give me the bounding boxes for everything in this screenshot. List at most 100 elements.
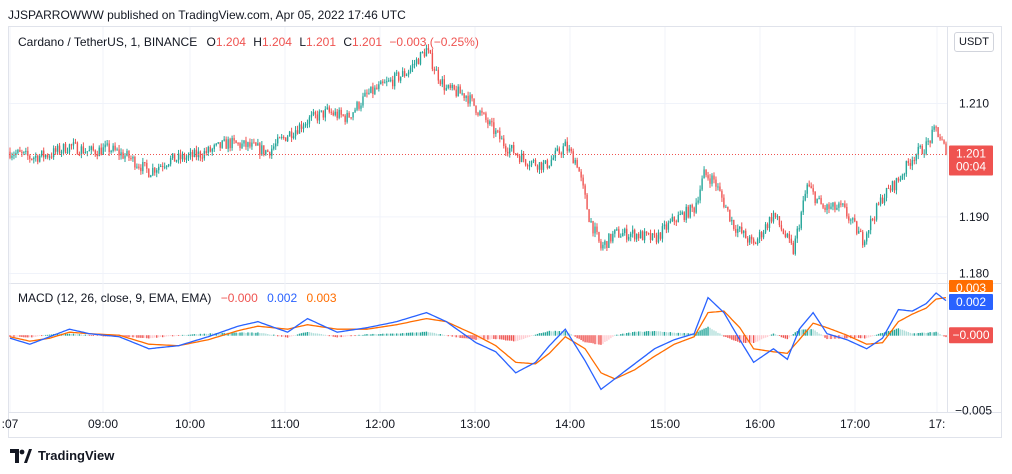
candle-body bbox=[60, 151, 63, 154]
candle-body bbox=[935, 126, 937, 128]
candle-body bbox=[483, 112, 485, 114]
candle-body bbox=[715, 179, 717, 187]
candle-body bbox=[931, 129, 933, 143]
candle-body bbox=[701, 178, 703, 190]
candle-body bbox=[719, 186, 721, 192]
candle-body bbox=[112, 145, 114, 151]
candle-body bbox=[683, 212, 685, 220]
candle-body bbox=[181, 154, 184, 160]
candle-body bbox=[622, 233, 624, 237]
candle-body bbox=[893, 181, 896, 191]
candle-body bbox=[776, 216, 779, 218]
candle-body bbox=[413, 63, 416, 65]
candle-body bbox=[933, 126, 935, 130]
candle-body bbox=[699, 189, 701, 201]
candle-body bbox=[298, 124, 301, 134]
candle-body bbox=[62, 143, 65, 152]
candle-body bbox=[399, 76, 402, 81]
candle-body bbox=[161, 165, 164, 167]
candle-body bbox=[165, 166, 168, 168]
grid-lines bbox=[9, 27, 1001, 413]
candle-body bbox=[380, 81, 382, 85]
candle-body bbox=[465, 95, 467, 99]
tradingview-logo-icon bbox=[10, 448, 32, 463]
candle-body bbox=[316, 114, 319, 121]
candle-body bbox=[372, 86, 374, 94]
candle-body bbox=[263, 145, 265, 155]
candle-body bbox=[447, 85, 449, 88]
candle-body bbox=[441, 79, 443, 85]
candle-body bbox=[376, 87, 378, 89]
candle-body bbox=[225, 139, 227, 149]
candle-body bbox=[921, 145, 923, 155]
candle-body bbox=[522, 153, 525, 160]
candle-body bbox=[275, 143, 277, 147]
candle-body bbox=[509, 148, 511, 154]
candle-body bbox=[580, 171, 582, 178]
candle-body bbox=[205, 151, 208, 153]
candle-body bbox=[209, 147, 211, 152]
candle-body bbox=[322, 110, 325, 118]
candle-body bbox=[46, 154, 49, 158]
candle-body bbox=[43, 150, 45, 158]
candle-body bbox=[116, 149, 118, 151]
candle-body bbox=[846, 206, 848, 217]
candle-body bbox=[25, 150, 27, 152]
candle-body bbox=[253, 142, 255, 144]
candle-body bbox=[524, 159, 527, 165]
candle-body bbox=[505, 145, 507, 152]
candle-body bbox=[548, 165, 551, 169]
candle-body bbox=[584, 185, 586, 195]
candle-body bbox=[626, 228, 628, 240]
candle-body bbox=[691, 204, 693, 208]
candle-body bbox=[784, 233, 787, 237]
candle-body bbox=[52, 148, 55, 157]
symbol-label: Cardano / TetherUS, 1, BINANCE bbox=[18, 35, 198, 49]
candle-body bbox=[628, 236, 630, 240]
candle-body bbox=[82, 146, 85, 154]
candle-body bbox=[909, 163, 912, 166]
candle-body bbox=[649, 233, 652, 241]
candle-body bbox=[207, 147, 209, 153]
candle-body bbox=[677, 214, 679, 223]
candle-body bbox=[901, 175, 904, 180]
candle-body bbox=[816, 198, 818, 204]
candle-body bbox=[17, 149, 19, 153]
chart-frame bbox=[8, 26, 1002, 438]
candle-body bbox=[915, 155, 917, 161]
candle-body bbox=[300, 124, 303, 129]
candle-body bbox=[122, 152, 124, 159]
currency-button[interactable]: USDT bbox=[954, 32, 994, 52]
candle-body bbox=[687, 206, 689, 218]
candle-body bbox=[294, 130, 297, 137]
candle-body bbox=[939, 137, 941, 140]
candle-body bbox=[78, 154, 81, 156]
candle-body bbox=[530, 161, 533, 166]
candle-body bbox=[370, 86, 372, 93]
candle-body bbox=[417, 59, 420, 65]
candle-body bbox=[100, 147, 102, 155]
candle-body bbox=[576, 159, 578, 168]
open-value: 1.204 bbox=[215, 35, 246, 49]
candle-body bbox=[681, 212, 683, 215]
candle-body bbox=[832, 202, 834, 207]
candle-body bbox=[507, 151, 509, 154]
candle-body bbox=[697, 200, 699, 203]
candle-body bbox=[314, 112, 317, 115]
candle-body bbox=[830, 206, 832, 209]
candle-body bbox=[88, 149, 91, 152]
candle-body bbox=[850, 219, 852, 221]
candle-body bbox=[223, 139, 225, 141]
candle-body bbox=[856, 221, 858, 234]
candle-body bbox=[64, 143, 67, 153]
candle-body bbox=[37, 155, 39, 162]
candle-body bbox=[869, 218, 872, 231]
candle-body bbox=[657, 232, 660, 243]
candle-body bbox=[405, 74, 408, 76]
candle-body bbox=[332, 112, 334, 116]
candle-body bbox=[667, 222, 670, 230]
candle-body bbox=[425, 48, 428, 57]
candle-body bbox=[806, 184, 808, 194]
candle-body bbox=[764, 224, 767, 233]
